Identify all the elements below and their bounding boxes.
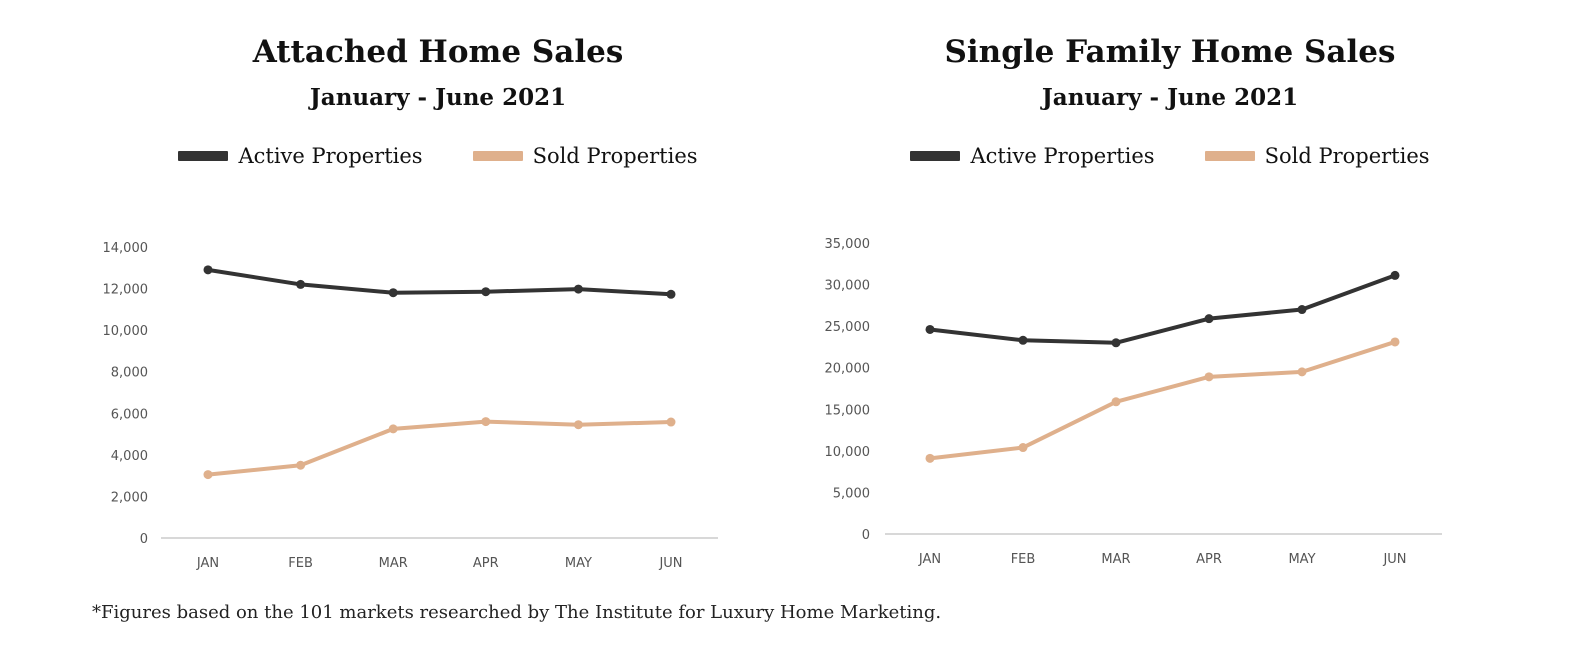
single-family-plot-area: 0 5,000 10,000 15,000 20,000 25,000 30,000 35,0… [825, 237, 1442, 567]
legend-swatch-active [178, 151, 229, 161]
y-tick-label: 15,000 [825, 403, 871, 418]
y-tick-label: 8,000 [111, 366, 148, 381]
active-properties-line [928, 273, 1397, 345]
sold-properties-point [1390, 337, 1400, 347]
x-tick-label: MAY [565, 556, 592, 571]
x-tick-label: JAN [918, 552, 941, 567]
active-properties-point [1204, 314, 1214, 324]
y-tick-label: 25,000 [825, 320, 871, 335]
chart-title: Attached Home Sales [252, 34, 624, 70]
y-tick-label: 5,000 [833, 486, 870, 501]
sold-properties-line [928, 339, 1397, 461]
x-tick-label: MAR [379, 556, 408, 571]
x-tick-label: FEB [1011, 552, 1036, 567]
active-properties-point [1111, 338, 1121, 348]
sold-properties-point [296, 460, 306, 470]
sold-properties-point [1297, 367, 1307, 377]
legend-swatch-sold [472, 151, 523, 161]
active-properties-point [481, 287, 491, 297]
active-properties-point [388, 288, 398, 298]
y-tick-label: 0 [862, 528, 870, 543]
y-tick-label: 0 [140, 532, 148, 547]
active-properties-point [1297, 305, 1307, 315]
x-tick-label: JUN [658, 556, 682, 571]
legend-item-active: Active Properties [178, 144, 423, 168]
active-properties-point [296, 279, 306, 289]
legend-swatch-sold [1204, 151, 1255, 161]
chart-legend: Active Properties Sold Properties [58, 144, 818, 168]
sold-properties-line [206, 419, 673, 477]
sold-properties-point [203, 470, 213, 480]
sold-properties-point [925, 453, 935, 463]
active-properties-line [206, 267, 673, 297]
x-tick-label: JAN [196, 556, 219, 571]
sold-properties-point [481, 417, 491, 427]
active-properties-point [925, 324, 935, 334]
y-tick-label: 10,000 [103, 324, 149, 339]
chart-title: Single Family Home Sales [944, 34, 1396, 70]
sold-properties-point [1111, 397, 1121, 407]
sold-properties-point [666, 417, 676, 427]
sold-properties-point [1018, 443, 1028, 453]
y-tick-label: 12,000 [103, 283, 149, 298]
footnote: *Figures based on the 101 markets resear… [92, 602, 942, 623]
legend-item-active: Active Properties [910, 144, 1155, 168]
chart-subtitle: January - June 2021 [309, 84, 567, 111]
y-tick-label: 10,000 [825, 445, 871, 460]
legend-label-sold: Sold Properties [1264, 144, 1430, 168]
legend-item-sold: Sold Properties [1204, 144, 1430, 168]
sold-properties-point [388, 424, 398, 434]
x-tick-label: APR [1196, 552, 1222, 567]
y-tick-label: 6,000 [111, 407, 148, 422]
chart-legend: Active Properties Sold Properties [790, 144, 1550, 168]
active-properties-point [573, 284, 583, 294]
x-tick-label: JUN [1382, 552, 1406, 567]
chart-subtitle: January - June 2021 [1041, 84, 1299, 111]
single-family-home-sales-chart: Single Family Home Sales January - June … [790, 0, 1550, 590]
active-properties-point [666, 289, 676, 299]
y-tick-label: 2,000 [111, 490, 148, 505]
legend-item-sold: Sold Properties [472, 144, 698, 168]
legend-label-active: Active Properties [238, 144, 423, 168]
active-properties-point [1018, 335, 1028, 345]
y-tick-label: 35,000 [825, 237, 871, 252]
legend-label-sold: Sold Properties [532, 144, 698, 168]
sold-properties-point [573, 420, 583, 430]
y-tick-label: 14,000 [103, 241, 149, 256]
x-tick-label: APR [473, 556, 499, 571]
active-properties-point [203, 265, 213, 275]
x-tick-label: FEB [288, 556, 313, 571]
x-tick-label: MAY [1288, 552, 1315, 567]
active-properties-point [1390, 270, 1400, 280]
attached-home-sales-chart: Attached Home Sales January - June 2021 … [58, 0, 818, 590]
legend-swatch-active [910, 151, 961, 161]
attached-plot-area: 0 2,000 4,000 6,000 8,000 10,000 12,000 14,000 J… [103, 241, 718, 571]
y-tick-label: 30,000 [825, 279, 871, 294]
y-tick-label: 20,000 [825, 362, 871, 377]
sold-properties-point [1204, 372, 1214, 382]
legend-label-active: Active Properties [970, 144, 1155, 168]
y-tick-label: 4,000 [111, 449, 148, 464]
x-tick-label: MAR [1101, 552, 1130, 567]
